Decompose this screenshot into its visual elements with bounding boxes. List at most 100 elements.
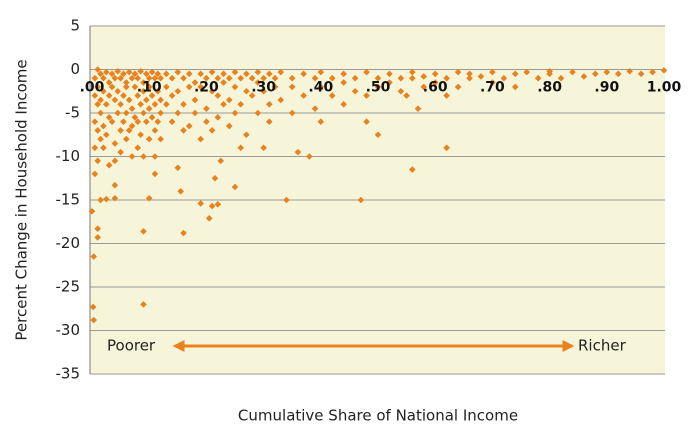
point [443, 74, 450, 82]
point [108, 118, 116, 125]
point [374, 131, 382, 139]
point [168, 92, 176, 99]
point [100, 87, 107, 95]
point [180, 127, 187, 134]
point [300, 70, 307, 78]
point [94, 127, 102, 134]
point [208, 127, 216, 134]
point [403, 92, 410, 99]
point [134, 74, 142, 82]
point [237, 101, 245, 108]
point [351, 74, 359, 82]
point [205, 214, 213, 222]
point [500, 74, 508, 82]
point [214, 74, 222, 82]
point [157, 96, 164, 104]
point [534, 74, 542, 82]
point [557, 74, 565, 82]
point [203, 118, 210, 125]
point [174, 87, 182, 95]
point [208, 202, 216, 210]
point [294, 148, 302, 156]
point [317, 118, 325, 125]
point [386, 79, 393, 86]
point [254, 68, 262, 76]
point [466, 74, 473, 82]
point [111, 157, 119, 165]
point [191, 109, 199, 117]
point [143, 96, 150, 104]
point [154, 70, 162, 78]
point [94, 157, 102, 165]
x-tick-label: .90 [594, 80, 619, 96]
x-tick-label: .30 [251, 80, 276, 96]
y-tick-label: -15 [56, 191, 81, 209]
point [123, 83, 130, 91]
point [103, 131, 110, 139]
x-axis-label: Cumulative Share of National Income [238, 407, 518, 425]
point [123, 79, 130, 86]
point [431, 70, 439, 78]
x-tick-label: 1.00 [647, 80, 682, 96]
point [260, 74, 267, 82]
point [131, 83, 139, 91]
point [114, 87, 122, 95]
point [260, 87, 267, 95]
point [211, 174, 219, 182]
point [231, 83, 239, 91]
y-tick-label: -30 [56, 321, 81, 339]
point [105, 92, 113, 99]
point [90, 253, 98, 260]
point [185, 70, 193, 78]
point [100, 144, 107, 152]
x-tick-label: .60 [423, 80, 448, 96]
point [140, 109, 147, 117]
y-tick-label: -20 [56, 234, 81, 252]
point [197, 200, 204, 207]
point [117, 101, 124, 108]
point [351, 87, 359, 95]
point [523, 68, 531, 76]
point [180, 229, 187, 237]
point [128, 153, 136, 160]
point [140, 301, 147, 308]
point [140, 228, 147, 235]
point [91, 74, 99, 82]
point [288, 109, 296, 117]
point [397, 74, 405, 82]
point [94, 83, 102, 91]
point [225, 96, 233, 104]
x-tick-label: .40 [308, 80, 333, 96]
point [637, 70, 645, 78]
point [363, 118, 370, 125]
point [511, 83, 519, 91]
point [243, 70, 250, 78]
point [580, 73, 588, 80]
point [100, 122, 107, 130]
point [197, 135, 204, 143]
point [225, 122, 233, 130]
point [397, 87, 405, 95]
point [97, 70, 104, 78]
point [311, 74, 319, 82]
point [140, 87, 147, 95]
point [569, 68, 576, 76]
point [145, 135, 153, 143]
point [248, 92, 256, 99]
point [91, 118, 99, 125]
point [128, 74, 136, 82]
point [443, 144, 450, 152]
point [248, 74, 256, 82]
point [168, 74, 176, 82]
point [409, 166, 416, 173]
point [90, 316, 98, 324]
point [300, 92, 307, 99]
point [131, 70, 139, 78]
point [100, 74, 107, 82]
point [208, 87, 216, 95]
point [180, 74, 187, 82]
point [94, 234, 102, 241]
point [97, 196, 104, 204]
point [197, 83, 204, 91]
point [97, 135, 104, 143]
